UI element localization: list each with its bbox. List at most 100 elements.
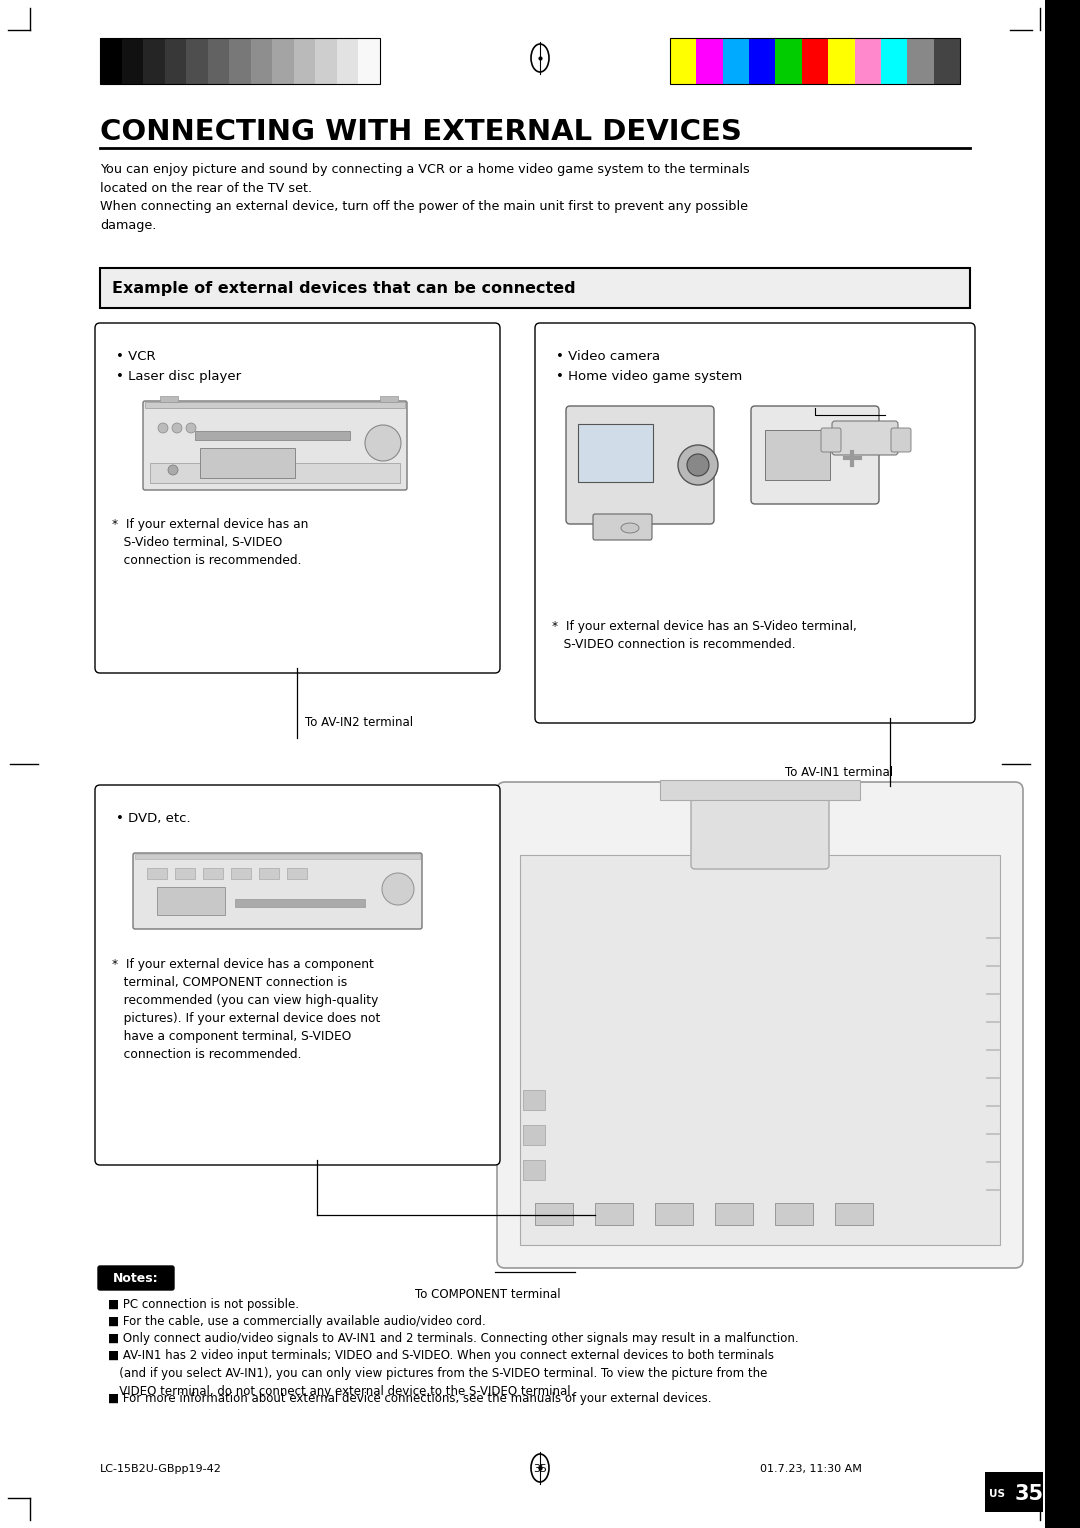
Bar: [723, 38, 750, 84]
Bar: [157, 886, 225, 915]
Bar: [697, 38, 723, 84]
Text: ■ Only connect audio/video signals to AV-IN1 and 2 terminals. Connecting other s: ■ Only connect audio/video signals to AV…: [108, 1332, 798, 1345]
Text: CONNECTING WITH EXTERNAL DEVICES: CONNECTING WITH EXTERNAL DEVICES: [100, 118, 742, 147]
Bar: [294, 38, 315, 84]
FancyBboxPatch shape: [593, 513, 652, 539]
Bar: [660, 779, 860, 801]
Bar: [359, 38, 380, 84]
Bar: [231, 868, 251, 879]
Bar: [654, 1203, 693, 1225]
FancyBboxPatch shape: [98, 1267, 174, 1290]
Ellipse shape: [621, 523, 639, 533]
Bar: [523, 1125, 545, 1144]
Bar: [122, 38, 143, 84]
Text: • Video camera: • Video camera: [556, 350, 660, 364]
Bar: [203, 868, 222, 879]
Text: 01.7.23, 11:30 AM: 01.7.23, 11:30 AM: [760, 1464, 862, 1475]
Text: To AV-IN2 terminal: To AV-IN2 terminal: [305, 717, 414, 729]
Circle shape: [678, 445, 718, 484]
Circle shape: [158, 423, 168, 432]
Bar: [523, 1160, 545, 1180]
Bar: [251, 38, 272, 84]
Circle shape: [186, 423, 195, 432]
Bar: [287, 868, 307, 879]
Bar: [907, 38, 933, 84]
Text: • Laser disc player: • Laser disc player: [116, 370, 241, 384]
Bar: [147, 868, 167, 879]
FancyBboxPatch shape: [95, 322, 500, 672]
Text: US: US: [989, 1488, 1005, 1499]
Bar: [765, 429, 831, 480]
FancyBboxPatch shape: [691, 796, 829, 869]
Text: To COMPONENT terminal: To COMPONENT terminal: [415, 1288, 561, 1300]
FancyBboxPatch shape: [497, 782, 1023, 1268]
Bar: [145, 402, 405, 408]
FancyBboxPatch shape: [832, 422, 897, 455]
Bar: [933, 38, 960, 84]
Circle shape: [365, 425, 401, 461]
Bar: [801, 38, 828, 84]
Bar: [195, 431, 350, 440]
Bar: [272, 38, 294, 84]
Bar: [100, 267, 970, 309]
Circle shape: [862, 443, 872, 452]
Bar: [775, 38, 801, 84]
Bar: [1045, 0, 1080, 1528]
Bar: [229, 38, 251, 84]
FancyBboxPatch shape: [95, 785, 500, 1164]
Bar: [523, 1089, 545, 1109]
Bar: [985, 1471, 1043, 1513]
Bar: [259, 868, 279, 879]
Bar: [160, 396, 178, 402]
Text: *  If your external device has a component
   terminal, COMPONENT connection is
: * If your external device has a componen…: [112, 958, 380, 1060]
Circle shape: [850, 435, 860, 445]
Bar: [315, 38, 337, 84]
Text: LC-15B2U-GBpp19-42: LC-15B2U-GBpp19-42: [100, 1464, 221, 1475]
Bar: [100, 38, 122, 84]
Text: ■ For more information about external device connections, see the manuals of you: ■ For more information about external de…: [108, 1392, 712, 1406]
FancyBboxPatch shape: [133, 853, 422, 929]
Bar: [715, 1203, 753, 1225]
Bar: [100, 38, 380, 84]
Bar: [175, 868, 195, 879]
Bar: [881, 38, 907, 84]
Text: • DVD, etc.: • DVD, etc.: [116, 811, 191, 825]
Bar: [143, 38, 164, 84]
Bar: [595, 1203, 633, 1225]
Bar: [828, 38, 854, 84]
Text: *  If your external device has an
   S-Video terminal, S-VIDEO
   connection is : * If your external device has an S-Video…: [112, 518, 309, 567]
FancyBboxPatch shape: [566, 406, 714, 524]
Bar: [200, 448, 295, 478]
Text: ■ For the cable, use a commercially available audio/video cord.: ■ For the cable, use a commercially avai…: [108, 1316, 486, 1328]
Bar: [578, 423, 653, 481]
Bar: [337, 38, 359, 84]
Bar: [164, 38, 186, 84]
Circle shape: [382, 872, 414, 905]
Bar: [670, 38, 960, 84]
FancyBboxPatch shape: [821, 428, 841, 452]
Bar: [519, 856, 1000, 1245]
Bar: [150, 463, 400, 483]
Circle shape: [172, 423, 183, 432]
Circle shape: [687, 454, 708, 477]
Bar: [380, 396, 399, 402]
Bar: [775, 1203, 813, 1225]
Text: ■ AV-IN1 has 2 video input terminals; VIDEO and S-VIDEO. When you connect extern: ■ AV-IN1 has 2 video input terminals; VI…: [108, 1349, 774, 1398]
Bar: [207, 38, 229, 84]
Text: Example of external devices that can be connected: Example of external devices that can be …: [112, 281, 576, 296]
Text: 35: 35: [534, 1464, 546, 1475]
Text: *  If your external device has an S-Video terminal,
   S-VIDEO connection is rec: * If your external device has an S-Video…: [552, 620, 856, 651]
Text: • VCR: • VCR: [116, 350, 156, 364]
Bar: [535, 1203, 573, 1225]
Text: To AV-IN1 terminal: To AV-IN1 terminal: [785, 766, 893, 779]
Text: Notes:: Notes:: [113, 1273, 159, 1285]
Bar: [235, 898, 365, 908]
FancyBboxPatch shape: [143, 400, 407, 490]
FancyBboxPatch shape: [535, 322, 975, 723]
Bar: [854, 38, 881, 84]
Text: • Home video game system: • Home video game system: [556, 370, 742, 384]
FancyBboxPatch shape: [891, 428, 912, 452]
Text: ■ PC connection is not possible.: ■ PC connection is not possible.: [108, 1297, 299, 1311]
Bar: [835, 1203, 873, 1225]
Text: 35: 35: [1015, 1484, 1044, 1504]
